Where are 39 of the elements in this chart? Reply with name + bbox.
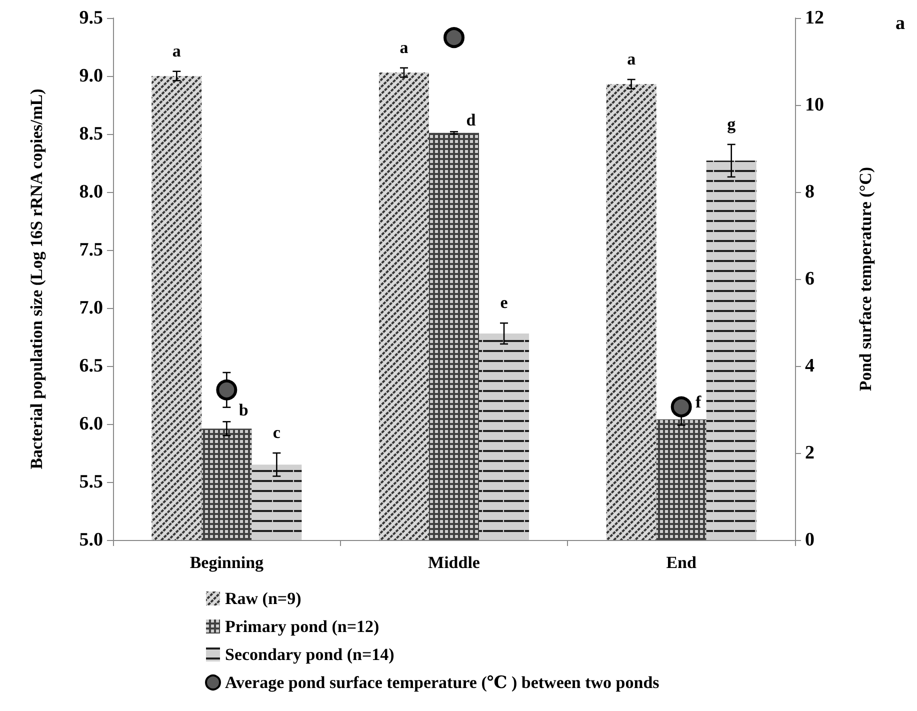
y-tick-label: 9.5: [79, 8, 103, 28]
point: [444, 27, 464, 48]
data-label: a: [400, 38, 409, 57]
x-tick-label: Beginning: [190, 553, 264, 572]
text: a: [896, 13, 906, 34]
y2-tick-label: 12: [805, 8, 824, 28]
y2-tick-label: 6: [805, 268, 814, 290]
y2-tick-label: 10: [805, 94, 824, 116]
legend-label: Average pond surface temperature (℃ ) between two ponds: [225, 673, 660, 692]
y-tick-label: 8.5: [79, 124, 103, 144]
y2-tick-label: 0: [805, 530, 814, 550]
y-tick-label: 8.0: [79, 182, 103, 202]
y-tick-label: 5.5: [79, 472, 103, 492]
data-label: c: [272, 423, 281, 442]
data-label: a: [627, 49, 636, 68]
legend-label: Raw (n=9): [225, 589, 302, 608]
data-label: b: [238, 400, 248, 420]
y-tick-label: 7.0: [79, 298, 103, 318]
data-label: e: [500, 293, 508, 312]
point: [216, 379, 238, 400]
y-axis-title: Bacterial population size (Log 16S rRNA copies/mL): [27, 88, 46, 470]
y2-tick-label: 2: [805, 442, 814, 464]
legend-label: Primary pond (n=12): [225, 617, 380, 636]
legend-label: Secondary pond (n=14): [225, 645, 394, 664]
y-tick-label: 6.0: [79, 414, 103, 434]
y2-tick-label: 8: [805, 182, 814, 202]
data-label: d: [466, 110, 476, 130]
point: [670, 396, 692, 418]
data-label: f: [695, 392, 702, 412]
y-tick-label: 5.0: [79, 530, 103, 550]
x-tick-label: Middle: [428, 553, 480, 572]
y2-tick-label: 4: [805, 356, 815, 376]
y2-axis-title: Pond surface temperature (°C): [856, 166, 875, 392]
data-label: g: [727, 114, 736, 134]
y-tick-label: 7.5: [79, 240, 103, 260]
x-tick-label: End: [666, 553, 697, 572]
data-label: a: [172, 41, 182, 60]
y-tick-label: 6.5: [79, 356, 103, 376]
y-tick-label: 9.0: [79, 66, 103, 86]
